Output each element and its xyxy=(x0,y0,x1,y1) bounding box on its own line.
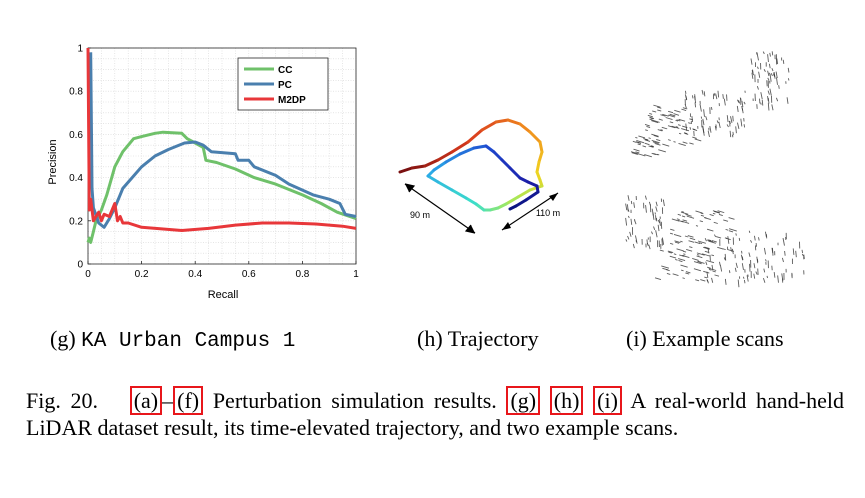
y-tick-label: 0.4 xyxy=(69,173,83,184)
caption-text-1: Perturbation simulation results. xyxy=(212,388,497,413)
ref-link-h[interactable]: (h) xyxy=(549,386,584,415)
y-tick-label: 0.8 xyxy=(69,87,83,98)
chart-series xyxy=(86,47,357,244)
chart-axes: 0 0.2 0.4 0.6 0.8 1 0 0.2 0.4 0.6 0.8 1 xyxy=(69,44,359,281)
subcaption-g-label: (g) xyxy=(50,326,76,351)
subcaption-i: (i) Example scans xyxy=(626,326,784,351)
ref-link-g[interactable]: (g) xyxy=(506,386,541,415)
trajectory-segment xyxy=(500,158,512,170)
y-tick-label: 0 xyxy=(77,260,83,271)
trajectory-segment xyxy=(444,152,462,164)
trajectory-segment xyxy=(426,174,440,184)
trajectory-segment xyxy=(508,166,522,180)
trajectory-segment xyxy=(464,196,478,206)
trajectory-segment xyxy=(538,140,544,154)
trajectory-segment xyxy=(518,122,532,134)
series-line-m2dp xyxy=(86,47,357,232)
x-tick-label: 0 xyxy=(85,269,91,280)
trajectory-segment xyxy=(504,195,520,206)
trajectory-segment xyxy=(484,144,496,154)
trajectory-segment xyxy=(506,118,522,126)
ref-link-i[interactable]: (i) xyxy=(593,386,622,415)
subcaption-g-dataset: KA Urban Campus 1 xyxy=(81,330,296,353)
chart-legend: CC PC M2DP xyxy=(237,57,329,111)
legend-label: M2DP xyxy=(278,95,306,106)
y-axis-label: Precision xyxy=(47,139,59,184)
example-scan-top xyxy=(630,51,790,158)
trajectory-segment xyxy=(508,204,518,211)
trajectory-segment xyxy=(537,150,544,164)
example-scan-bottom xyxy=(625,195,805,288)
trajectory-segment xyxy=(466,128,484,144)
trajectory-segment xyxy=(514,198,528,208)
caption-text-2: A real-world hand-held LiDAR dataset res… xyxy=(26,388,845,440)
trajectory-path xyxy=(398,118,544,212)
y-tick-label: 1 xyxy=(77,44,83,55)
trajectory-segment xyxy=(480,120,498,132)
pr-curve-chart: 0 0.2 0.4 0.6 0.8 1 0 0.2 0.4 0.6 0.8 1 CC PC M2DP Pr… xyxy=(47,44,359,302)
trajectory-segment xyxy=(474,202,486,212)
trajectory-segment xyxy=(450,188,468,200)
y-tick-label: 0.6 xyxy=(69,130,83,141)
trajectory-segment xyxy=(528,130,542,144)
x-tick-label: 1 xyxy=(353,269,359,280)
dimension-arrow-right-heads xyxy=(502,193,558,230)
trajectory-segment xyxy=(432,160,448,172)
x-axis-label: Recall xyxy=(208,289,239,301)
trajectory-segment xyxy=(410,164,427,170)
legend-label: PC xyxy=(278,80,292,91)
figure-caption: Fig. 20. (a) – (f) Perturbation simulation… xyxy=(26,386,845,441)
x-tick-label: 0.6 xyxy=(242,269,256,280)
subcaption-g: (g) KA Urban Campus 1 xyxy=(50,326,295,353)
trajectory-segment xyxy=(516,188,532,199)
x-tick-label: 0.4 xyxy=(188,269,202,280)
trajectory-segment xyxy=(436,150,454,162)
trajectory-segment xyxy=(492,150,504,162)
series-line-pc xyxy=(89,52,357,229)
trajectory-segment xyxy=(472,144,488,150)
example-scans-figure xyxy=(625,51,805,288)
trajectory-figure: 90 m 110 m xyxy=(398,118,560,234)
figure-number: Fig. 20. xyxy=(26,388,99,413)
trajectory-segment xyxy=(458,146,476,156)
ref-dash: – xyxy=(162,388,174,413)
trajectory-segment xyxy=(494,118,510,124)
ref-link-a[interactable]: (a) xyxy=(129,386,163,415)
dimension-label-left: 90 m xyxy=(410,210,430,220)
trajectory-segment xyxy=(436,180,454,192)
trajectory-segment xyxy=(398,166,414,174)
trajectory-segment xyxy=(526,180,539,188)
ref-link-f[interactable]: (f) xyxy=(173,386,204,415)
dimension-arrow-right xyxy=(501,192,559,231)
y-tick-label: 0.2 xyxy=(69,216,83,227)
trajectory-segment xyxy=(450,140,470,154)
trajectory-segment xyxy=(423,158,440,168)
dimension-arrow-left xyxy=(404,183,476,234)
dimension-label-right: 110 m xyxy=(536,208,560,218)
x-tick-label: 0.2 xyxy=(135,269,149,280)
x-tick-label: 0.8 xyxy=(295,269,309,280)
trajectory-segment xyxy=(535,160,541,174)
subcaption-h: (h) Trajectory xyxy=(417,326,539,351)
trajectory-segment xyxy=(524,190,540,202)
legend-label: CC xyxy=(278,65,292,76)
